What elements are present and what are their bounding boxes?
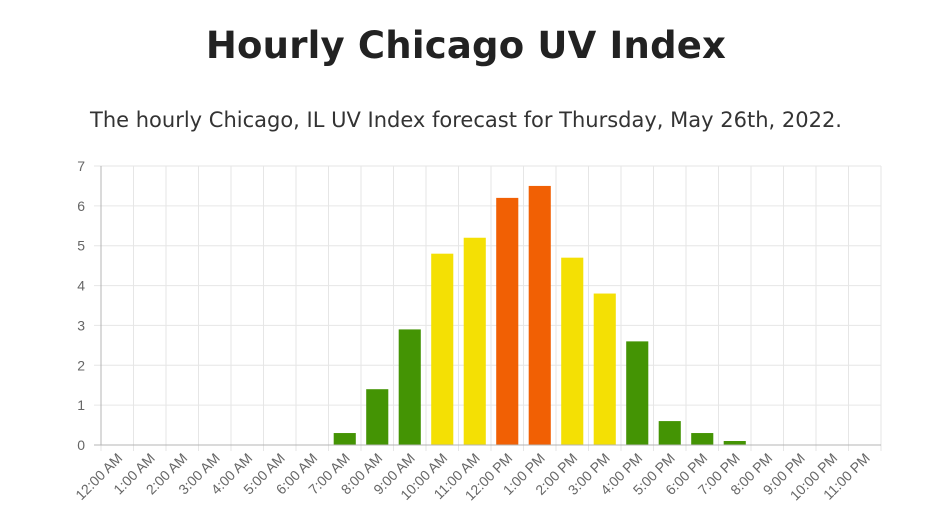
uv-bar — [626, 341, 649, 445]
y-tick-label: 6 — [77, 198, 85, 214]
uv-bar — [496, 197, 519, 445]
uv-bar — [528, 185, 551, 445]
chart-axes — [94, 166, 881, 446]
uv-bar — [463, 237, 486, 445]
y-tick-label: 2 — [77, 357, 85, 373]
uv-bar — [691, 433, 714, 445]
uv-bar — [658, 421, 681, 445]
y-axis-tick-labels: 0 1 2 3 4 5 6 7 — [77, 158, 85, 453]
uv-bar — [561, 257, 584, 445]
x-tick-label: 12:00 AM — [72, 450, 125, 503]
chart-bars — [333, 185, 746, 445]
y-tick-label: 5 — [77, 238, 85, 254]
uv-bar — [333, 433, 356, 445]
uv-bar — [723, 441, 746, 445]
uv-bar — [593, 293, 616, 445]
y-tick-label: 1 — [77, 397, 85, 413]
uv-bar — [431, 253, 454, 445]
chart-gridlines — [94, 165, 882, 451]
uv-bar — [366, 389, 389, 445]
page-subtitle: The hourly Chicago, IL UV Index forecast… — [90, 108, 842, 132]
y-tick-label: 4 — [77, 278, 85, 294]
uv-bar — [398, 329, 421, 445]
y-tick-label: 0 — [77, 437, 85, 453]
page-title: Hourly Chicago UV Index — [205, 24, 727, 67]
y-tick-label: 7 — [77, 158, 85, 174]
y-tick-label: 3 — [77, 317, 85, 333]
x-axis-tick-labels: 12:00 AM1:00 AM2:00 AM3:00 AM4:00 AM5:00… — [72, 450, 873, 504]
